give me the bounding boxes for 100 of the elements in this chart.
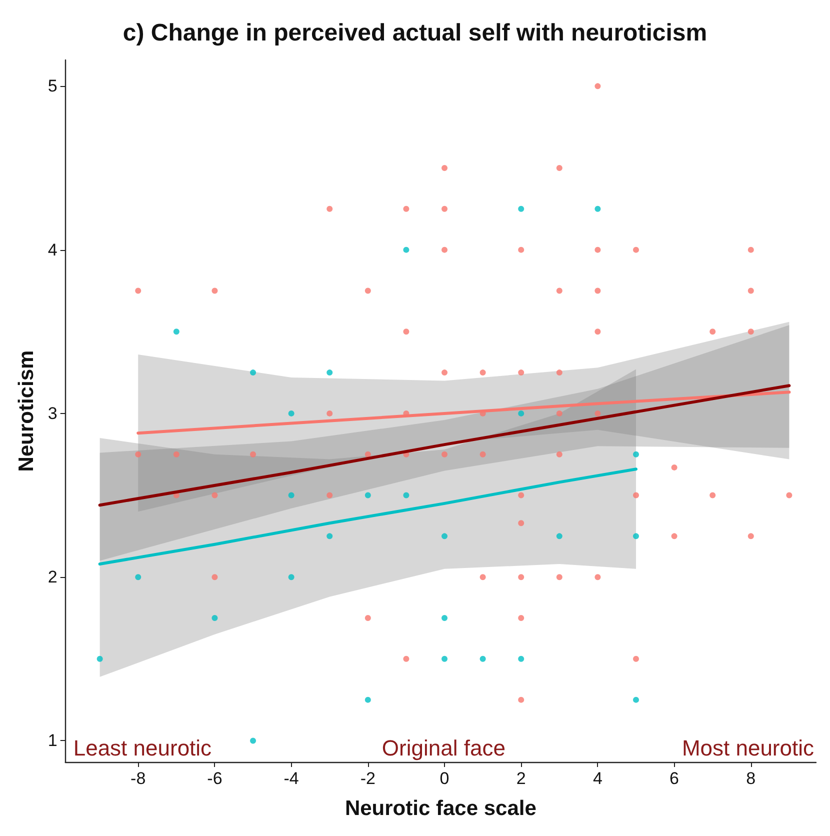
point [556, 574, 562, 580]
point [594, 288, 601, 294]
point [633, 696, 639, 703]
point [364, 696, 371, 703]
point [594, 246, 601, 253]
point [403, 206, 410, 212]
point [403, 656, 410, 662]
point [518, 206, 524, 212]
y-tick-label: 5 [48, 76, 58, 96]
point [403, 492, 410, 498]
point [518, 492, 524, 498]
point [250, 451, 256, 458]
x-tick-label: -2 [360, 769, 376, 788]
point [288, 492, 294, 498]
point [710, 492, 716, 498]
x-tick-label: -6 [207, 769, 222, 788]
point [556, 370, 562, 376]
point [786, 492, 792, 498]
point [671, 464, 678, 470]
point [135, 574, 142, 580]
line-series [136, 390, 791, 435]
point [173, 328, 180, 335]
point [442, 165, 448, 171]
point [633, 656, 639, 662]
point [594, 328, 601, 335]
point [633, 451, 639, 458]
point [518, 696, 524, 703]
point [288, 574, 294, 580]
point [212, 574, 218, 580]
point [135, 288, 142, 294]
point [556, 288, 562, 294]
point [135, 451, 142, 458]
point [326, 206, 333, 212]
point [518, 410, 524, 416]
annotation: Least neurotic [73, 736, 212, 760]
point [442, 246, 448, 253]
point [594, 206, 601, 212]
point [96, 656, 103, 662]
point [442, 370, 448, 376]
point [633, 492, 639, 498]
point [480, 656, 486, 662]
y-tick-label: 4 [48, 240, 58, 260]
y-tick-label: 2 [48, 568, 58, 587]
point [364, 615, 371, 621]
y-axis-title: Neuroticism [15, 350, 38, 472]
x-tick-label: -4 [284, 769, 299, 788]
point [442, 656, 448, 662]
point [594, 83, 601, 90]
point [173, 451, 180, 458]
point [748, 328, 754, 335]
x-tick-label: 2 [516, 769, 526, 788]
point [671, 533, 678, 540]
x-axis-title: Neurotic face scale [344, 797, 536, 820]
point [442, 533, 448, 540]
point [250, 738, 256, 744]
point [633, 533, 639, 540]
point [710, 328, 716, 335]
point [480, 370, 486, 376]
point [518, 615, 524, 621]
annotation: Original face [382, 736, 506, 760]
y-tick-label: 3 [48, 404, 58, 423]
point [556, 410, 562, 416]
point [212, 288, 218, 294]
point [212, 615, 218, 621]
point [748, 246, 754, 253]
point [518, 656, 524, 662]
x-tick-label: 6 [670, 769, 680, 788]
point [748, 533, 754, 540]
point [556, 451, 562, 458]
point [326, 410, 333, 416]
line-series [98, 468, 638, 566]
point [403, 246, 410, 253]
point [518, 520, 524, 526]
x-tick-label: 0 [440, 769, 450, 788]
point [250, 370, 256, 376]
point [442, 206, 448, 212]
point [212, 492, 218, 498]
point [364, 451, 371, 458]
point [442, 451, 448, 458]
point [480, 451, 486, 458]
chart-title: c) Change in perceived actual self with neuroticism [122, 20, 708, 46]
point [326, 533, 333, 540]
point [442, 615, 448, 621]
point [403, 328, 410, 335]
point [326, 492, 333, 498]
point [748, 288, 754, 294]
point [364, 492, 371, 498]
point [594, 410, 601, 416]
point [364, 288, 371, 294]
point [633, 246, 639, 253]
annotation: Most neurotic [682, 736, 814, 760]
x-tick-label: -8 [130, 769, 146, 788]
point [480, 574, 486, 580]
line-series [98, 384, 791, 507]
x-tick-label: 4 [592, 769, 602, 788]
y-tick-label: 1 [48, 731, 58, 750]
point [518, 246, 524, 253]
point [556, 533, 562, 540]
point [518, 370, 524, 376]
x-tick-label: 8 [746, 769, 756, 788]
